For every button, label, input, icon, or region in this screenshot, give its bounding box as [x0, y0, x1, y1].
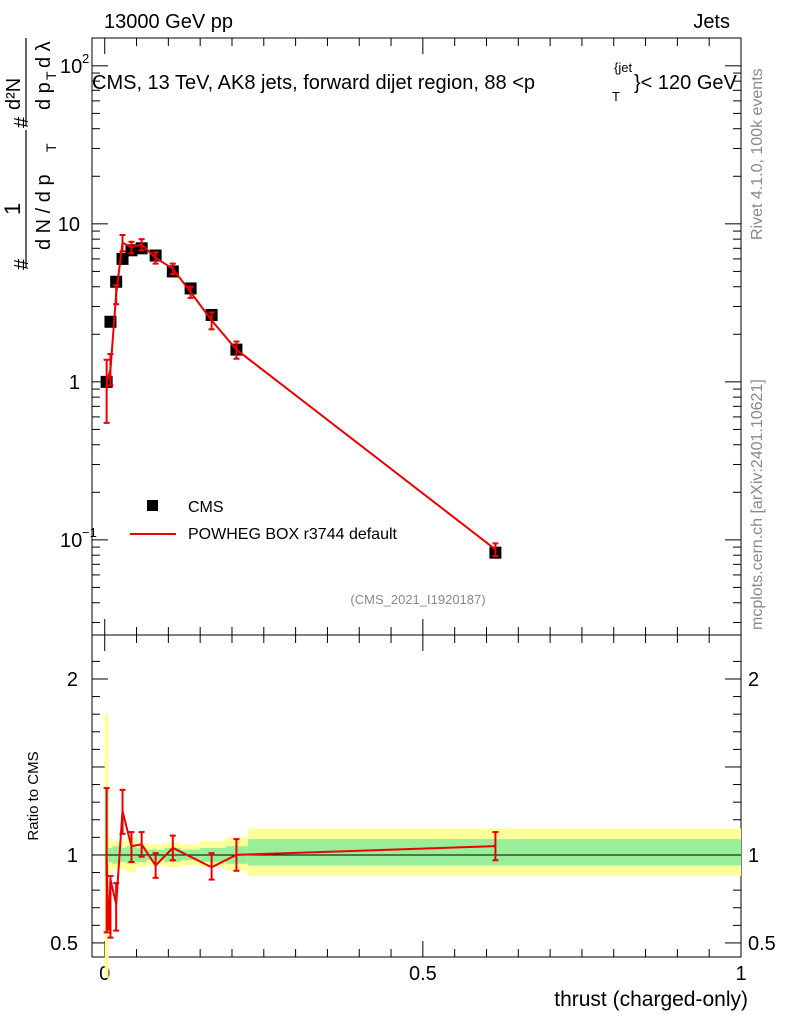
y-tick-label: 10	[60, 530, 82, 552]
ylabel-one: 1	[0, 203, 25, 215]
header-left: 13000 GeV pp	[104, 11, 233, 33]
plot-title: CMS, 13 TeV, AK8 jets, forward dijet reg…	[92, 60, 738, 104]
ylabel-hash-2: #	[11, 116, 33, 128]
ylabel-denominator: d N / d p	[33, 174, 55, 250]
plot-title-end: }< 120 GeV	[634, 72, 738, 94]
y-tick-label: 10	[58, 214, 80, 236]
y-tick-exponent: −1	[82, 525, 97, 540]
ylabel-dp-sub: T	[43, 71, 59, 80]
legend: CMS POWHEG BOX r3744 default	[130, 499, 398, 543]
side-label-bottom: mcplots.cern.ch [arXiv:2401.10621]	[749, 379, 766, 630]
y-tick-label: 1	[69, 372, 80, 394]
ylabel-dp: d p	[33, 82, 55, 110]
ylabel-numerator: d²N	[3, 78, 25, 110]
legend-mc-label: POWHEG BOX r3744 default	[188, 526, 398, 543]
ratio-panel-frame	[91, 634, 742, 958]
ylabel-hash-1: #	[11, 258, 33, 270]
x-axis-title: thrust (charged-only)	[554, 988, 748, 1011]
x-tick-label: 1	[735, 963, 746, 985]
ratio-y-tick-label-right: 2	[748, 669, 759, 691]
analysis-id: (CMS_2021_I1920187)	[350, 592, 485, 607]
main-panel-frame	[91, 37, 742, 636]
main-ylabel: # 1 d N / d p T # d p T d λ d²N	[0, 38, 59, 270]
ylabel-denominator-sub: T	[43, 143, 59, 152]
x-tick-label: 0.5	[409, 963, 437, 985]
plot-title-sub: T	[612, 89, 620, 104]
mc-line	[105, 241, 497, 551]
ratio-y-tick-label-left: 0.5	[50, 933, 78, 955]
y-tick-exponent: 2	[82, 51, 89, 66]
ratio-y-tick-label-right: 1	[748, 845, 759, 867]
header-right: Jets	[693, 11, 730, 33]
legend-data-marker	[147, 500, 158, 511]
ratio-y-tick-label-left: 1	[67, 845, 78, 867]
y-tick-label: 10	[60, 56, 82, 78]
ratio-y-tick-label-left: 2	[67, 669, 78, 691]
ylabel-dlambda: d λ	[33, 41, 55, 68]
legend-data-label: CMS	[188, 499, 224, 516]
ratio-y-tick-label-right: 0.5	[748, 933, 776, 955]
side-label-top: Rivet 4.1.0, 100k events	[749, 68, 766, 240]
plot-title-main: CMS, 13 TeV, AK8 jets, forward dijet reg…	[92, 72, 535, 94]
plot-title-sup: {jet	[614, 60, 632, 75]
ratio-ylabel: Ratio to CMS	[25, 751, 42, 840]
data-point	[116, 252, 129, 265]
